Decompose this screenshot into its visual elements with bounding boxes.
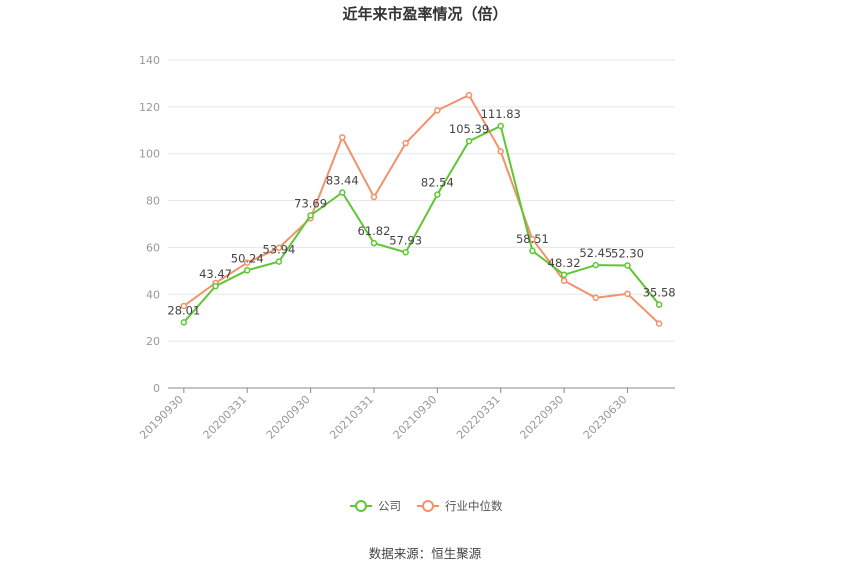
source-note: 数据来源：恒生聚源 — [369, 546, 482, 561]
data-point — [529, 247, 536, 255]
data-point — [370, 193, 378, 201]
data-point — [465, 91, 473, 99]
data-label: 53.94 — [262, 243, 295, 257]
data-label: 50.24 — [231, 251, 264, 265]
y-axis-ticks: 0 20 40 60 80 100 120 140 — [139, 54, 160, 395]
legend-item-1[interactable]: 行业中位数 — [417, 499, 503, 513]
chart-title: 近年来市盈率情况（倍） — [342, 5, 507, 23]
y-tick-label: 120 — [139, 101, 160, 114]
data-label: 61.82 — [358, 224, 391, 238]
data-point — [275, 258, 283, 265]
data-point — [497, 122, 504, 130]
data-label: 35.58 — [643, 286, 676, 300]
y-tick-label: 20 — [146, 335, 160, 348]
x-tick-label: 20220930 — [517, 393, 566, 442]
data-point — [339, 189, 346, 196]
x-axis: 20190930 20200331 20200930 20210331 20210930… — [137, 387, 675, 442]
x-tick-label: 20230630 — [581, 393, 630, 442]
data-label: 83.44 — [326, 174, 359, 188]
data-point — [497, 148, 504, 155]
data-label: 105.39 — [449, 122, 489, 136]
series-line-0 — [183, 124, 660, 324]
legend-item-0[interactable]: 公司 — [350, 499, 401, 513]
data-point — [560, 271, 568, 279]
data-label: 57.93 — [389, 233, 422, 247]
data-label: 28.01 — [167, 303, 200, 317]
data-point — [655, 301, 663, 308]
y-tick-label: 40 — [146, 288, 160, 301]
y-tick-label: 80 — [146, 195, 160, 208]
x-tick-label: 20210930 — [391, 393, 440, 442]
data-point — [180, 302, 188, 310]
legend-marker — [355, 500, 367, 512]
x-tick-label: 20210331 — [327, 393, 376, 442]
data-label: 52.45 — [579, 246, 612, 260]
data-point — [339, 134, 346, 141]
data-label: 111.83 — [481, 107, 521, 121]
data-label: 43.47 — [199, 267, 232, 281]
data-point — [275, 244, 283, 252]
x-tick-label: 20220331 — [454, 393, 503, 442]
data-label: 82.54 — [421, 176, 454, 190]
data-point — [212, 282, 219, 290]
data-point — [624, 290, 631, 298]
data-point — [402, 139, 409, 147]
y-tick-label: 60 — [146, 241, 160, 254]
x-tick-label: 20200331 — [201, 393, 250, 442]
data-label: 58.51 — [516, 232, 549, 246]
data-point — [307, 212, 314, 219]
legend-label: 行业中位数 — [445, 499, 503, 513]
series-line-1 — [183, 93, 660, 325]
data-point — [243, 267, 251, 274]
data-label: 52.30 — [611, 246, 644, 260]
data-point — [465, 137, 473, 145]
y-tick-label: 100 — [139, 148, 160, 161]
grid-lines — [168, 59, 675, 342]
legend-label: 公司 — [378, 499, 401, 513]
series-lines — [180, 91, 663, 327]
y-tick-label: 140 — [139, 54, 160, 67]
x-tick-label: 20200930 — [264, 393, 313, 442]
data-point — [243, 259, 251, 266]
data-point — [434, 191, 441, 198]
data-point — [560, 277, 568, 284]
data-label: 48.32 — [548, 256, 581, 270]
y-tick-label: 0 — [153, 382, 160, 395]
legend-marker — [422, 500, 434, 512]
data-point — [180, 319, 188, 326]
data-point — [592, 261, 600, 269]
data-point — [434, 107, 441, 114]
data-label: 73.69 — [294, 196, 327, 210]
data-point — [402, 249, 409, 256]
x-tick-label: 20190930 — [137, 393, 186, 442]
data-point — [592, 294, 600, 302]
data-point — [370, 239, 378, 247]
legend[interactable]: 公司 行业中位数 — [350, 499, 503, 513]
data-point — [624, 262, 631, 269]
data-point — [655, 320, 663, 327]
